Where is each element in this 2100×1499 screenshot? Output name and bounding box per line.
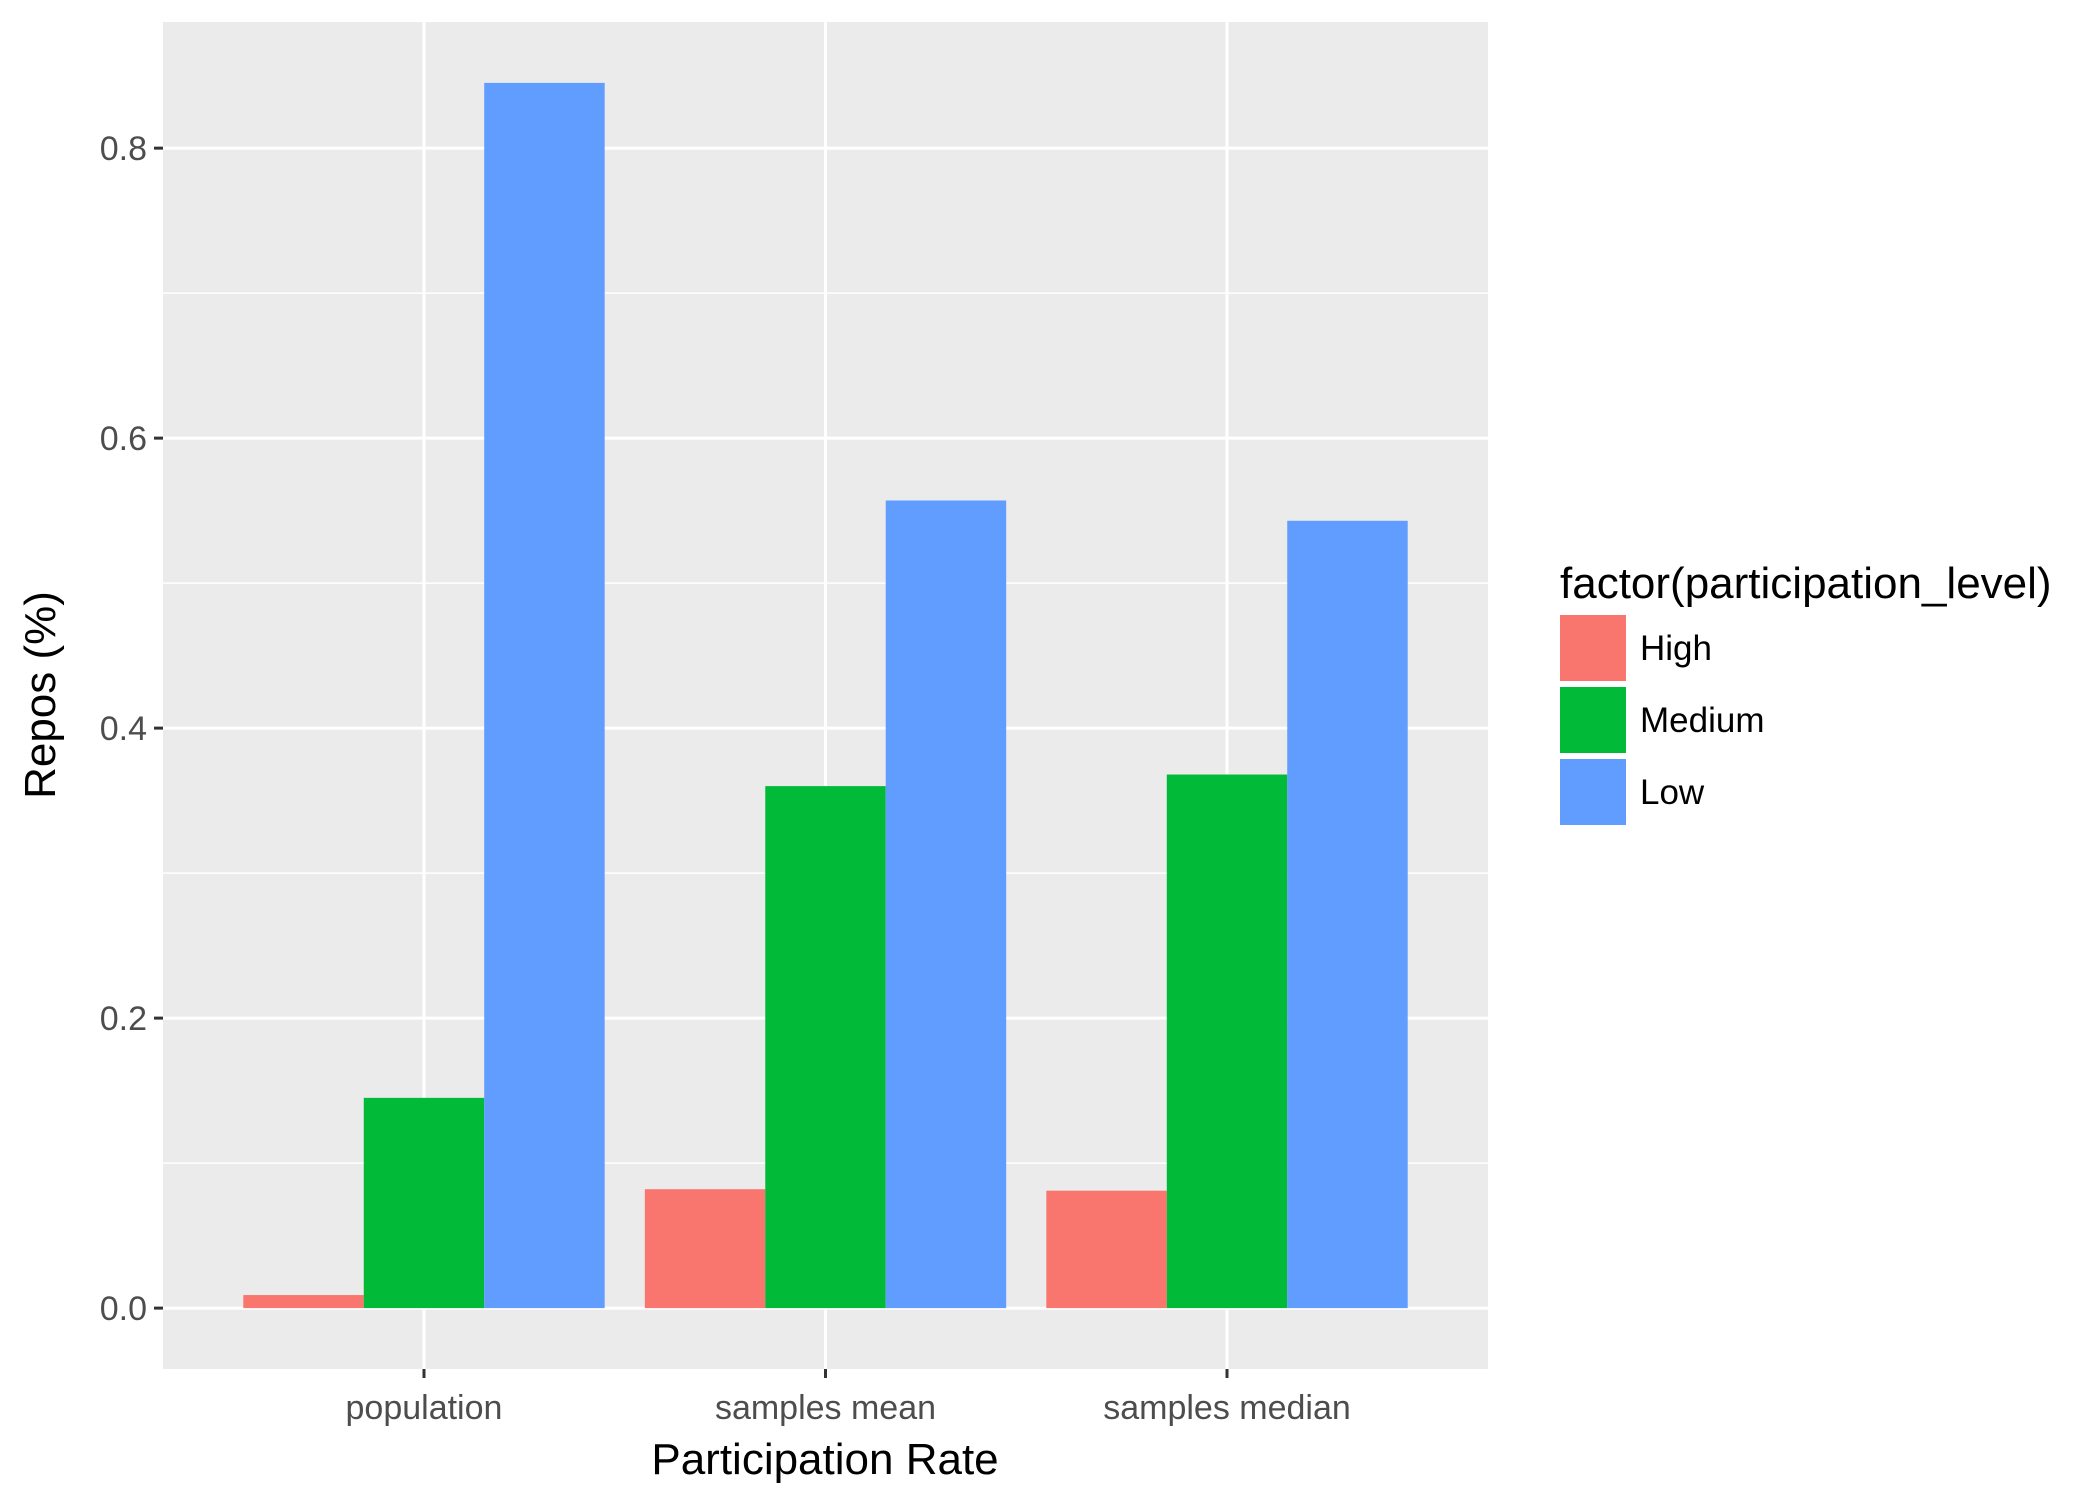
legend-label-medium: Medium <box>1640 701 1764 740</box>
legend-label-low: Low <box>1640 773 1705 812</box>
y-tick-label: 0.4 <box>100 710 147 748</box>
legend-key-high <box>1560 615 1626 681</box>
legend-key-low <box>1560 759 1626 825</box>
bar-low-0 <box>484 82 605 1309</box>
x-tick-label: samples median <box>1103 1389 1351 1427</box>
y-tick-label: 0.8 <box>100 130 147 168</box>
x-tick-label: population <box>346 1389 503 1427</box>
bar-high-0 <box>243 1295 364 1309</box>
legend-key-medium <box>1560 687 1626 753</box>
bar-high-2 <box>1046 1190 1167 1309</box>
legend-label-high: High <box>1640 629 1712 668</box>
y-tick-label: 0.6 <box>100 420 147 458</box>
x-tick-label: samples mean <box>715 1389 936 1427</box>
y-tick-label: 0.2 <box>100 1000 147 1038</box>
bar-low-2 <box>1287 520 1408 1309</box>
y-axis-title: Repos (%) <box>16 591 65 799</box>
y-tick-label: 0.0 <box>100 1290 147 1328</box>
bars <box>243 82 1408 1309</box>
legend-title: factor(participation_level) <box>1560 559 2052 608</box>
bar-low-1 <box>885 500 1007 1309</box>
bar-high-1 <box>644 1189 766 1309</box>
bar-medium-0 <box>363 1097 485 1309</box>
legend: factor(participation_level) High Medium Lo… <box>1560 559 2052 825</box>
x-axis-title: Participation Rate <box>651 1435 998 1484</box>
bar-medium-2 <box>1166 774 1288 1309</box>
bar-medium-1 <box>765 786 886 1309</box>
axes: 0.0 0.2 0.4 0.6 0.8 population samples mean sam… <box>100 130 1351 1427</box>
